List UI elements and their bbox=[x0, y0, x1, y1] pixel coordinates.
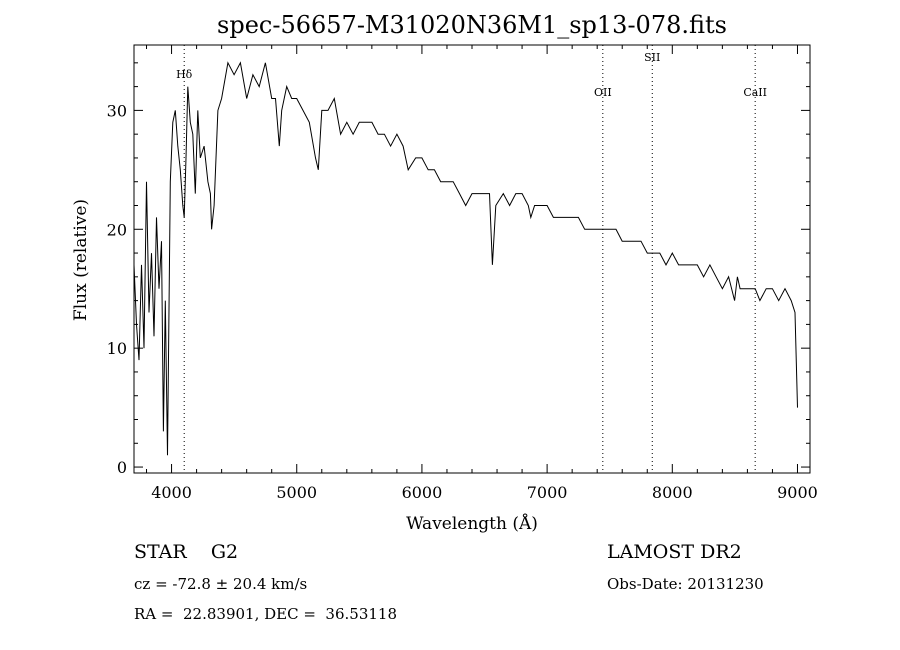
survey-name: LAMOST DR2 bbox=[607, 541, 742, 563]
y-tick-label: 20 bbox=[107, 220, 127, 239]
x-tick-label: 9000 bbox=[777, 483, 818, 502]
x-tick-label: 5000 bbox=[276, 483, 317, 502]
spectrum-line bbox=[133, 61, 798, 456]
x-tick-label: 6000 bbox=[402, 483, 443, 502]
line-label: OII bbox=[594, 86, 612, 99]
x-tick-label: 8000 bbox=[652, 483, 693, 502]
y-tick-label: 10 bbox=[107, 339, 127, 358]
object-class: STAR G2 bbox=[134, 541, 239, 563]
y-tick-label: 0 bbox=[117, 458, 127, 477]
obs-date: Obs-Date: 20131230 bbox=[607, 575, 764, 593]
line-label: CaII bbox=[743, 86, 767, 99]
x-tick-label: 7000 bbox=[527, 483, 568, 502]
coordinates: RA = 22.83901, DEC = 36.53118 bbox=[134, 605, 398, 623]
y-tick-label: 30 bbox=[107, 101, 127, 120]
y-axis-label: Flux (relative) bbox=[71, 199, 91, 321]
plot-frame bbox=[133, 44, 811, 474]
chart-title: spec-56657-M31020N36M1_sp13-078.fits bbox=[217, 11, 727, 39]
redshift-text: cz = -72.8 ± 20.4 km/s bbox=[134, 575, 308, 593]
line-label: SII bbox=[644, 51, 660, 64]
x-axis-label: Wavelength (Å) bbox=[406, 513, 538, 534]
x-tick-label: 4000 bbox=[151, 483, 192, 502]
line-label: Hδ bbox=[176, 68, 193, 81]
